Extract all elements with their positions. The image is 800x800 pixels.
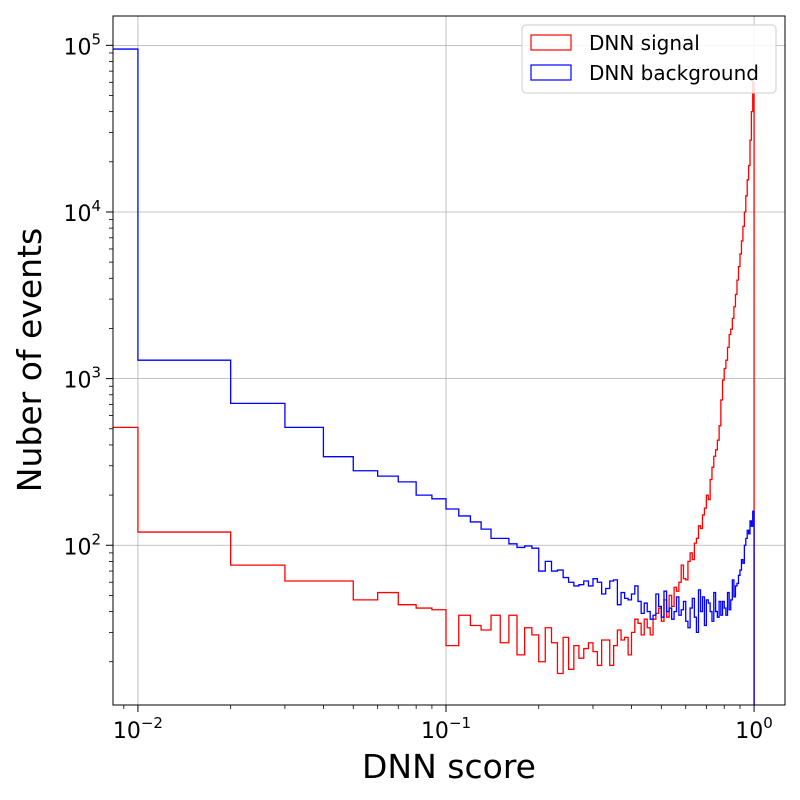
x-axis-label: DNN score: [362, 747, 536, 786]
series-dnn-background: [113, 48, 755, 705]
histogram-step-line: [113, 48, 755, 705]
histogram-step-line: [113, 81, 755, 705]
ticks: 10−2 10−1 100 102 103 104 105: [63, 30, 772, 744]
legend-swatch-background: [530, 64, 572, 81]
series-dnn-signal: [113, 81, 755, 705]
legend-label-signal: DNN signal: [589, 31, 700, 55]
legend-box: [521, 24, 777, 94]
legend: DNN signal DNN background: [521, 24, 777, 94]
legend-swatch-signal: [530, 34, 572, 51]
x-tick-label: 10−2: [113, 714, 163, 744]
y-tick-label: 105: [63, 30, 101, 60]
y-tick-label: 104: [63, 197, 101, 227]
y-tick-label: 103: [63, 364, 101, 394]
x-tick-label: 100: [735, 714, 773, 744]
y-axis-label: Nuber of events: [10, 228, 49, 492]
x-tick-label: 10−1: [421, 714, 471, 744]
legend-label-background: DNN background: [589, 61, 759, 85]
plot-frame: [112, 15, 786, 706]
series-layer: [113, 48, 755, 705]
y-tick-label: 102: [63, 530, 101, 560]
